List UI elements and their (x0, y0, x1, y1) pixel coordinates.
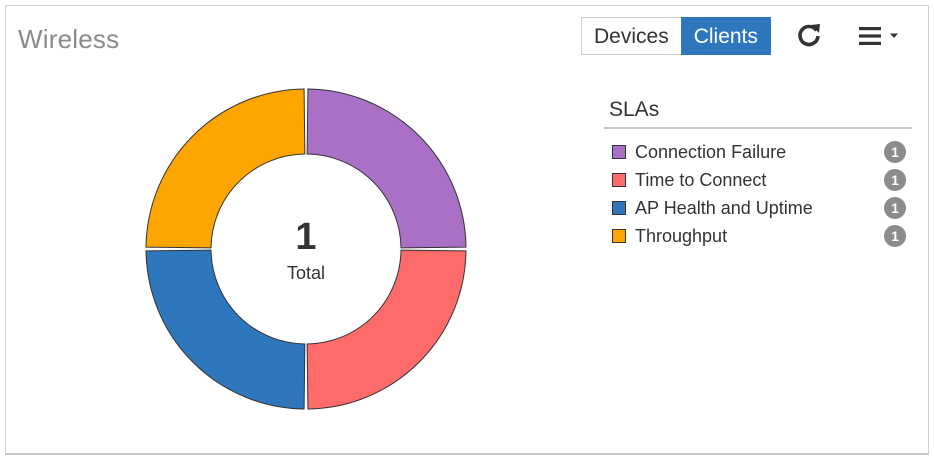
donut-slice-ap-health-and-uptime[interactable] (145, 249, 306, 410)
count-badge: 1 (884, 225, 906, 247)
hamburger-menu-icon[interactable] (856, 24, 906, 48)
legend-item-connection-failure[interactable]: Connection Failure 1 (612, 138, 908, 166)
legend-item-label: Throughput (635, 225, 728, 246)
legend-divider (604, 127, 912, 129)
legend-swatch (612, 145, 626, 159)
donut-slice-throughput[interactable] (145, 88, 306, 249)
legend-title: SLAs (609, 98, 660, 121)
view-toggle: Devices Clients (581, 17, 771, 55)
clients-toggle-button[interactable]: Clients (680, 17, 771, 55)
donut-total-label: Total (286, 263, 326, 283)
devices-toggle-button[interactable]: Devices (581, 17, 681, 55)
legend-swatch (612, 173, 626, 187)
refresh-icon[interactable] (794, 20, 824, 50)
count-badge: 1 (884, 197, 906, 219)
widget-title: Wireless (18, 24, 120, 54)
sla-legend: Connection Failure 1 Time to Connect 1 A… (612, 138, 908, 250)
caret-down-icon (890, 33, 898, 38)
donut-total-value: 1 (295, 216, 317, 258)
legend-item-time-to-connect[interactable]: Time to Connect 1 (612, 166, 908, 194)
legend-item-label: Connection Failure (635, 141, 787, 162)
legend-item-label: Time to Connect (635, 169, 767, 190)
legend-swatch (612, 229, 626, 243)
wireless-widget: Wireless Devices Clients 1 Total SLAs Co… (5, 5, 929, 455)
count-badge: 1 (884, 169, 906, 191)
donut-slice-connection-failure[interactable] (306, 88, 467, 249)
donut-slice-time-to-connect[interactable] (306, 249, 467, 410)
legend-swatch (612, 201, 626, 215)
legend-item-label: AP Health and Uptime (635, 197, 813, 218)
count-badge: 1 (884, 141, 906, 163)
legend-item-ap-health-and-uptime[interactable]: AP Health and Uptime 1 (612, 194, 908, 222)
sla-donut-chart (145, 88, 467, 410)
legend-item-throughput[interactable]: Throughput 1 (612, 222, 908, 250)
